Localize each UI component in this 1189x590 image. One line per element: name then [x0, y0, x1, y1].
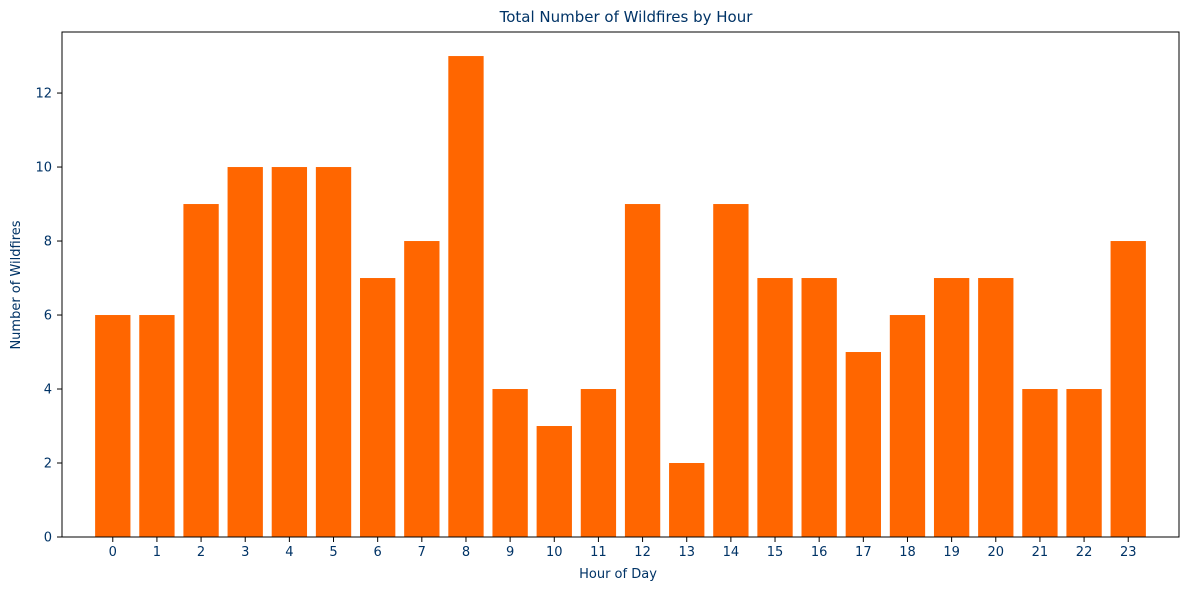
bar-hour-6 — [360, 278, 396, 537]
x-tick-label: 1 — [153, 545, 161, 560]
bar-hour-20 — [978, 278, 1014, 537]
bar-hour-2 — [183, 204, 219, 538]
bar-hour-23 — [1110, 241, 1146, 537]
bar-hour-16 — [801, 278, 837, 537]
bar-hour-21 — [1022, 389, 1058, 537]
x-tick-label: 0 — [109, 545, 117, 560]
bar-hour-18 — [889, 315, 926, 537]
x-tick-label: 6 — [374, 545, 382, 560]
bar-hour-3 — [227, 167, 263, 538]
bar-hour-0 — [95, 315, 131, 537]
bar-hour-5 — [315, 167, 352, 538]
x-tick-label: 7 — [418, 545, 426, 560]
y-tick-label: 4 — [44, 383, 52, 398]
bar-hour-19 — [933, 278, 970, 537]
bar-hour-22 — [1066, 389, 1102, 537]
x-tick-label: 13 — [678, 545, 695, 560]
bar-hour-9 — [492, 389, 528, 537]
x-tick-label: 9 — [506, 545, 514, 560]
x-tick-label: 17 — [855, 545, 872, 560]
x-tick-label: 21 — [1032, 545, 1049, 560]
chart-title: Total Number of Wildfires by Hour — [499, 8, 754, 26]
y-tick-label: 2 — [44, 457, 52, 472]
x-tick-label: 19 — [943, 545, 960, 560]
x-tick-label: 23 — [1120, 545, 1137, 560]
x-tick-label: 20 — [988, 545, 1005, 560]
x-tick-label: 10 — [546, 545, 563, 560]
x-tick-label: 12 — [634, 545, 651, 560]
bar-hour-7 — [404, 241, 440, 537]
bar-hour-13 — [669, 463, 705, 537]
y-tick-label: 8 — [44, 235, 52, 250]
bar-hour-10 — [536, 426, 572, 537]
bar-hour-14 — [713, 204, 749, 538]
x-tick-label: 2 — [197, 545, 205, 560]
bar-hour-15 — [757, 278, 793, 537]
y-axis-label: Number of Wildfires — [9, 220, 24, 349]
bar-hour-11 — [580, 389, 617, 537]
plot-frame — [61, 31, 1180, 538]
x-tick-label: 14 — [723, 545, 740, 560]
x-tick-label: 16 — [811, 545, 828, 560]
x-tick-label: 15 — [767, 545, 784, 560]
y-tick-label: 12 — [35, 87, 52, 102]
x-tick-label: 18 — [899, 545, 916, 560]
bars-group — [95, 56, 1146, 538]
y-tick-label: 0 — [44, 531, 52, 546]
bar-hour-4 — [271, 167, 308, 538]
bar-hour-8 — [448, 56, 484, 538]
x-tick-label: 22 — [1076, 545, 1093, 560]
x-axis-ticks: 0 1 2 3 4 5 6 7 8 9 10 11 12 13 14 15 16 17 18 19 20 21 22 23 — [109, 537, 1137, 560]
x-axis-label: Hour of Day — [579, 567, 657, 582]
bar-hour-17 — [845, 352, 881, 537]
x-tick-label: 5 — [329, 545, 337, 560]
y-axis-ticks: 0 2 4 6 8 10 12 — [35, 87, 62, 546]
y-tick-label: 10 — [35, 161, 52, 176]
y-tick-label: 6 — [44, 309, 52, 324]
x-tick-label: 3 — [241, 545, 249, 560]
bar-hour-1 — [139, 315, 175, 537]
x-tick-label: 11 — [590, 545, 607, 560]
bar-hour-12 — [624, 204, 661, 538]
x-tick-label: 8 — [462, 545, 470, 560]
x-tick-label: 4 — [285, 545, 293, 560]
